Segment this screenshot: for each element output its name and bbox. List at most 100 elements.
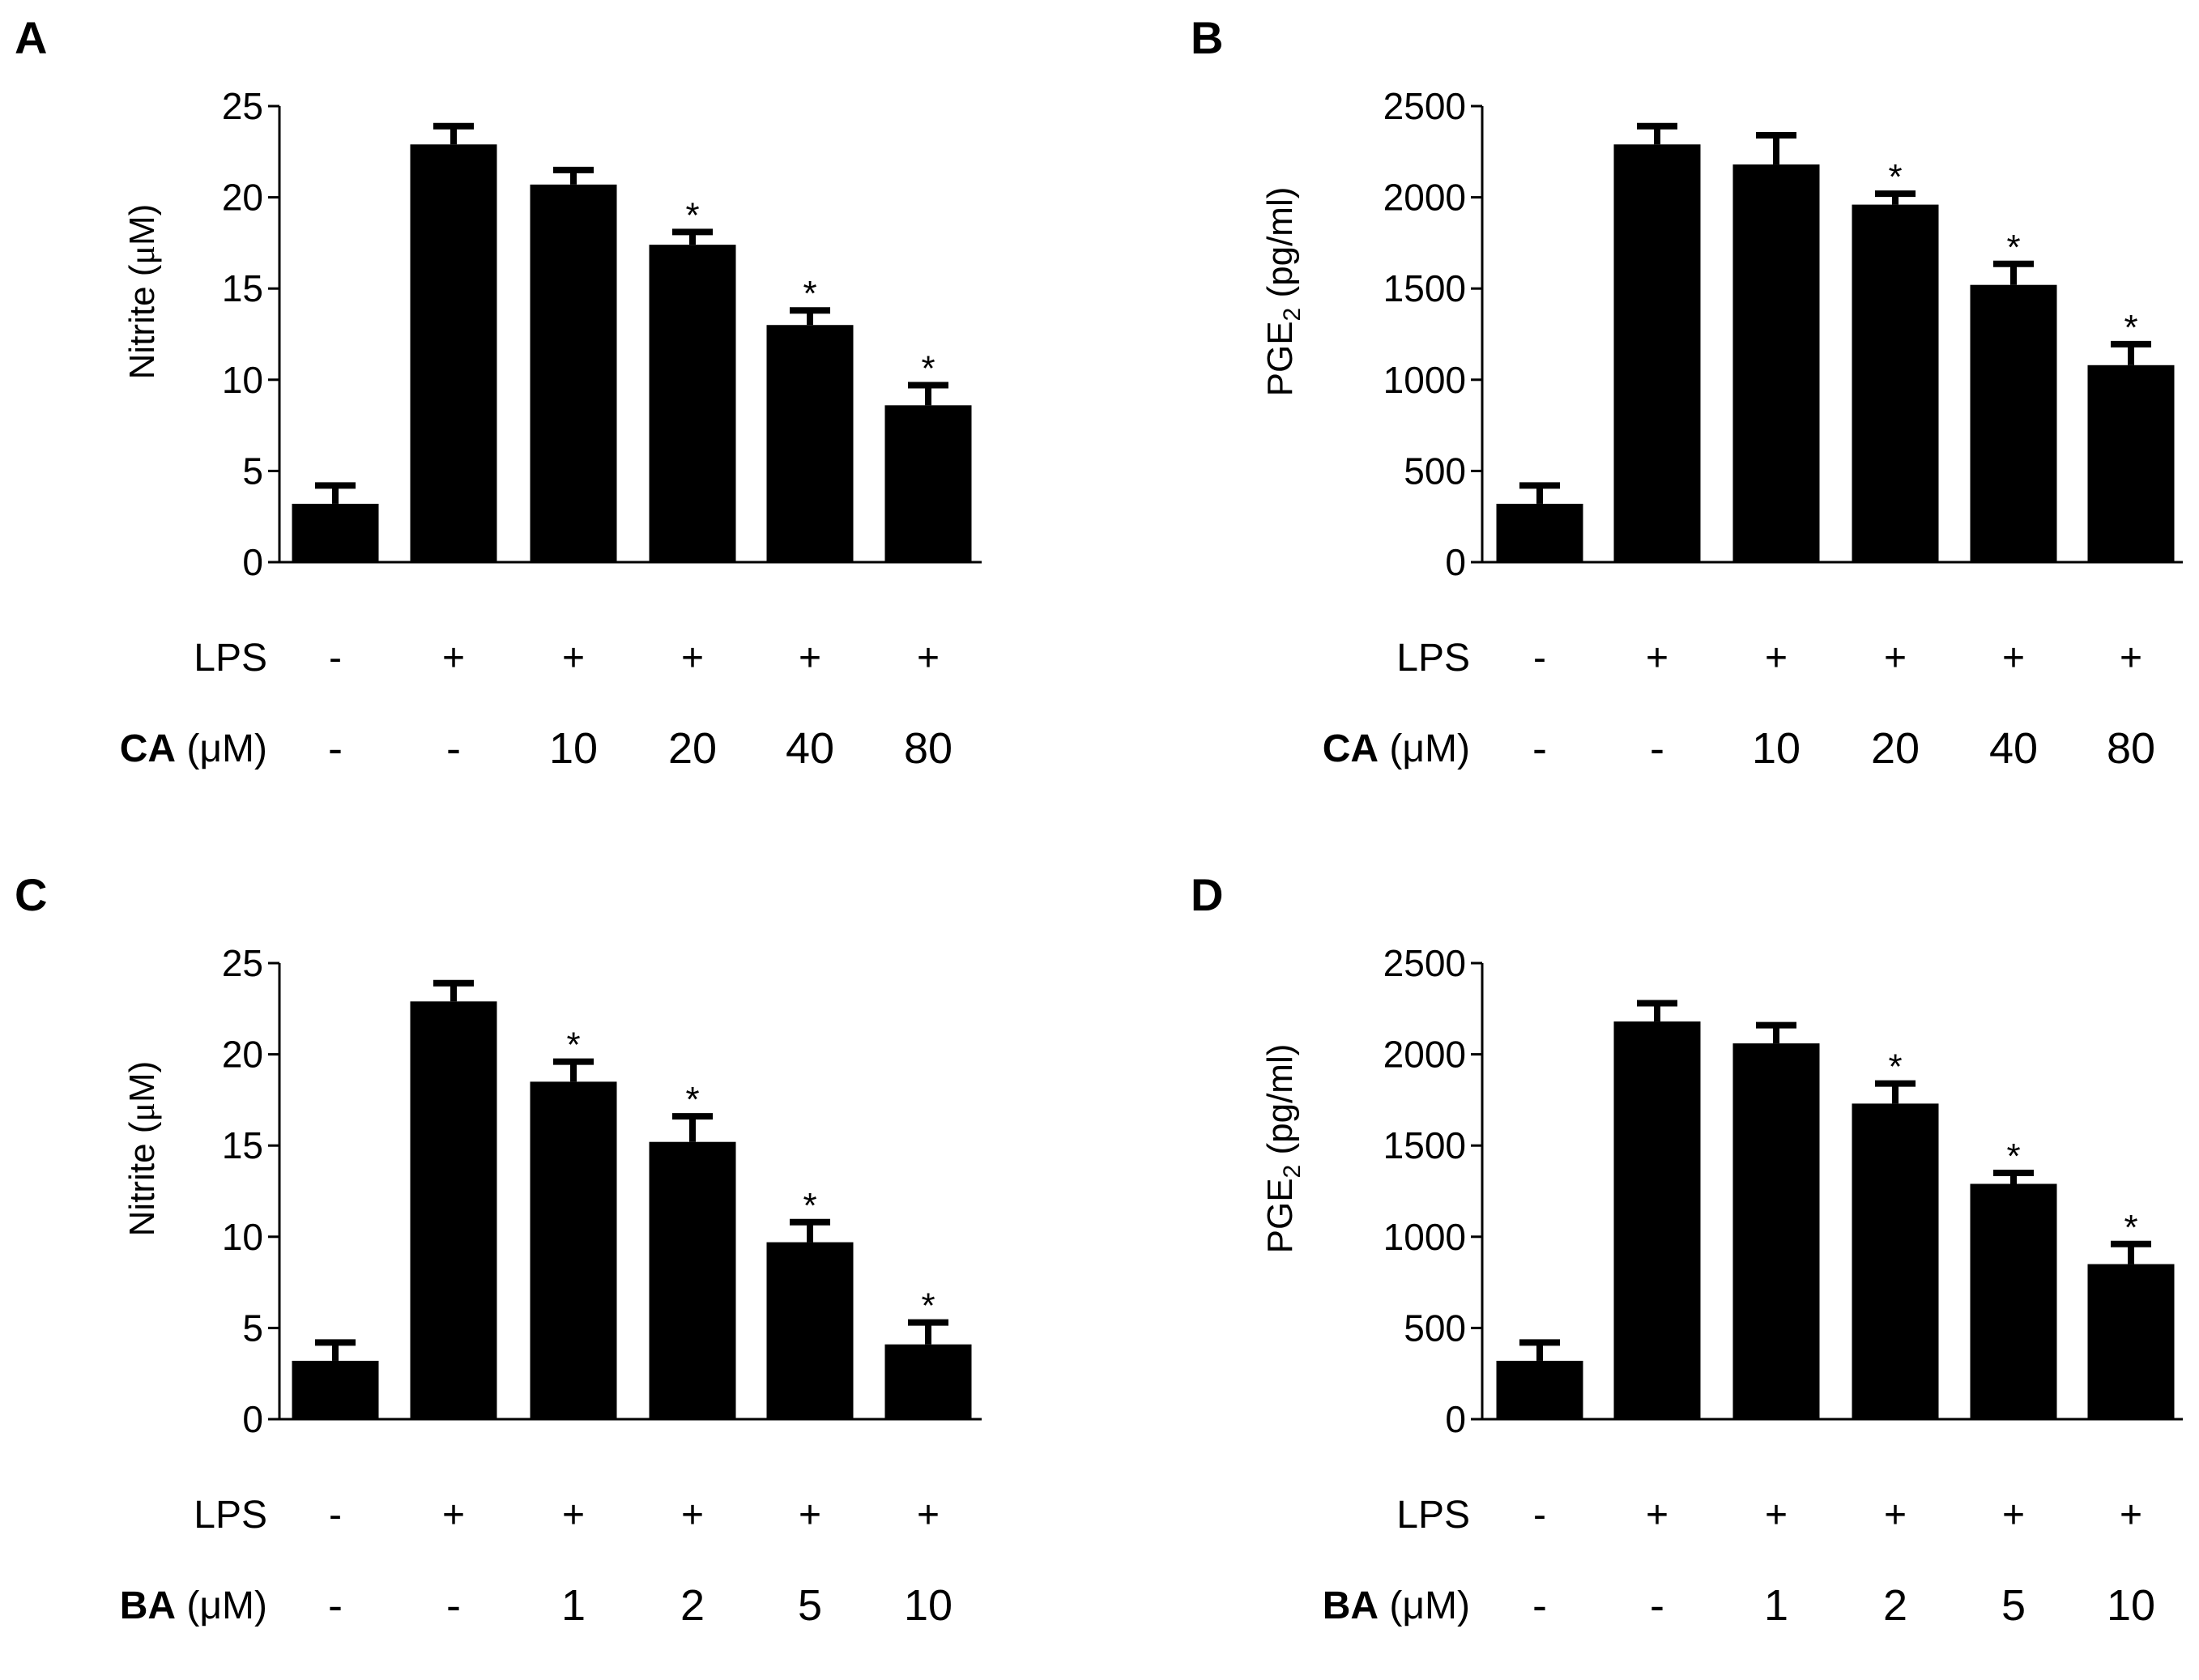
y-axis: 0 500 1000 1500 2000 2500 <box>1383 942 2183 1440</box>
chart-b: B PGE2 (pg/ml) 0 500 1000 1500 2000 2500 * ** … <box>1191 12 2183 773</box>
y-tick-label: 2500 <box>1383 85 1466 127</box>
bar <box>1613 1021 1701 1419</box>
significance-marker: * <box>2006 1136 2020 1176</box>
lps-value: + <box>442 637 465 680</box>
significance-marker: * <box>1888 1047 1902 1087</box>
bar <box>292 503 379 562</box>
significance-marker: * <box>685 195 699 235</box>
lps-value: + <box>1646 1494 1668 1537</box>
treatment-value: - <box>1650 1581 1664 1630</box>
treatment-value: 10 <box>1752 724 1801 773</box>
panel-letter: B <box>1191 12 1223 63</box>
panel-d: D PGE2 (pg/ml) 0 500 1000 1500 2000 2500 * * * … <box>1191 857 2199 1676</box>
y-tick-label: 1500 <box>1383 1124 1466 1166</box>
treatment-row-label: CA (μM) <box>1323 727 1470 770</box>
bars: * * * * <box>292 979 972 1419</box>
lps-value: + <box>2120 1494 2142 1537</box>
lps-value: + <box>799 637 821 680</box>
lps-value: + <box>917 637 940 680</box>
lps-value: + <box>442 1494 465 1537</box>
panel-b: B PGE2 (pg/ml) 0 500 1000 1500 2000 2500 * * * … <box>1191 0 2199 819</box>
treatment-value: 10 <box>904 1581 952 1630</box>
treatment-row: - - 10 20 40 80 <box>1532 724 2155 773</box>
significance-marker: * <box>2124 308 2137 348</box>
treatment-row-label: CA (μM) <box>120 727 267 770</box>
bar <box>410 144 497 563</box>
significance-marker: * <box>566 1025 580 1065</box>
lps-row-label: LPS <box>1396 637 1470 680</box>
significance-marker: * <box>921 349 935 389</box>
bar <box>884 1344 972 1419</box>
treatment-value: 10 <box>549 724 598 773</box>
treatment-value: 20 <box>1871 724 1920 773</box>
y-axis-label: Nitrite (μM) <box>122 204 162 380</box>
treatment-value: 40 <box>786 724 834 773</box>
y-tick-label: 2500 <box>1383 942 1466 984</box>
significance-marker: * <box>803 1186 816 1226</box>
bar <box>1852 1103 1939 1419</box>
lps-value: + <box>917 1494 940 1537</box>
treatment-value: - <box>1532 1581 1547 1630</box>
y-tick-label: 25 <box>222 942 263 984</box>
treatment-value: 20 <box>668 724 717 773</box>
treatment-value: - <box>328 1581 343 1630</box>
bar <box>1970 284 2057 562</box>
bar <box>1732 164 1820 562</box>
lps-value: + <box>2002 637 2025 680</box>
treatment-value: 80 <box>2107 724 2155 773</box>
panel-a: A Nitrite (μM) 0 5 10 15 20 25 * * * LPS CA (μM… <box>0 0 1099 819</box>
treatment-row: - - 10 20 40 80 <box>328 724 952 773</box>
y-tick-label: 1000 <box>1383 359 1466 401</box>
treatment-value: 2 <box>1883 1581 1907 1630</box>
lps-value: - <box>1533 1494 1546 1537</box>
bar <box>530 184 617 562</box>
bars: * * * <box>1496 1000 2175 1419</box>
treatment-value: - <box>1532 724 1547 773</box>
lps-value: - <box>1533 637 1546 680</box>
lps-value: + <box>2120 637 2142 680</box>
lps-row-label: LPS <box>194 1494 267 1537</box>
lps-value: - <box>329 1494 342 1537</box>
y-tick-label: 0 <box>1445 1398 1466 1440</box>
lps-row: - + + + + + <box>329 1494 940 1537</box>
bar <box>649 1141 736 1419</box>
lps-value: + <box>562 637 585 680</box>
treatment-value: 1 <box>1764 1581 1788 1630</box>
panel-letter: D <box>1191 869 1223 920</box>
chart-a: A Nitrite (μM) 0 5 10 15 20 25 * * * LPS CA (μM… <box>15 12 982 773</box>
significance-marker: * <box>685 1080 699 1119</box>
treatment-value: 10 <box>2107 1581 2155 1630</box>
bar <box>1970 1183 2057 1419</box>
y-tick-label: 1000 <box>1383 1216 1466 1258</box>
lps-value: + <box>681 637 704 680</box>
lps-value: + <box>1884 637 1907 680</box>
treatment-value: 80 <box>904 724 952 773</box>
panel-letter: A <box>15 12 47 63</box>
y-tick-label: 500 <box>1404 1307 1466 1349</box>
bar <box>1852 204 1939 562</box>
y-tick-label: 2000 <box>1383 177 1466 219</box>
treatment-value: - <box>446 724 461 773</box>
y-tick-label: 5 <box>242 450 263 492</box>
y-tick-label: 5 <box>242 1307 263 1349</box>
lps-value: + <box>1765 1494 1788 1537</box>
bar <box>2087 1264 2175 1419</box>
treatment-row-label: BA (μM) <box>1323 1584 1470 1627</box>
lps-value: + <box>1765 637 1788 680</box>
lps-row-label: LPS <box>1396 1494 1470 1537</box>
bars: * * * <box>1496 122 2175 563</box>
y-tick-label: 0 <box>242 1398 263 1440</box>
significance-marker: * <box>1888 157 1902 197</box>
bar <box>649 245 736 562</box>
y-tick-label: 2000 <box>1383 1034 1466 1076</box>
y-axis-label: Nitrite (μM) <box>122 1061 162 1237</box>
bar <box>410 1001 497 1419</box>
y-tick-label: 500 <box>1404 450 1466 492</box>
y-axis: 0 5 10 15 20 25 <box>222 85 982 583</box>
treatment-value: 5 <box>798 1581 822 1630</box>
y-tick-label: 10 <box>222 1216 263 1258</box>
bar <box>1613 144 1701 563</box>
y-axis-label: PGE2 (pg/ml) <box>1260 187 1306 397</box>
bar <box>766 325 854 562</box>
y-tick-label: 0 <box>1445 541 1466 583</box>
